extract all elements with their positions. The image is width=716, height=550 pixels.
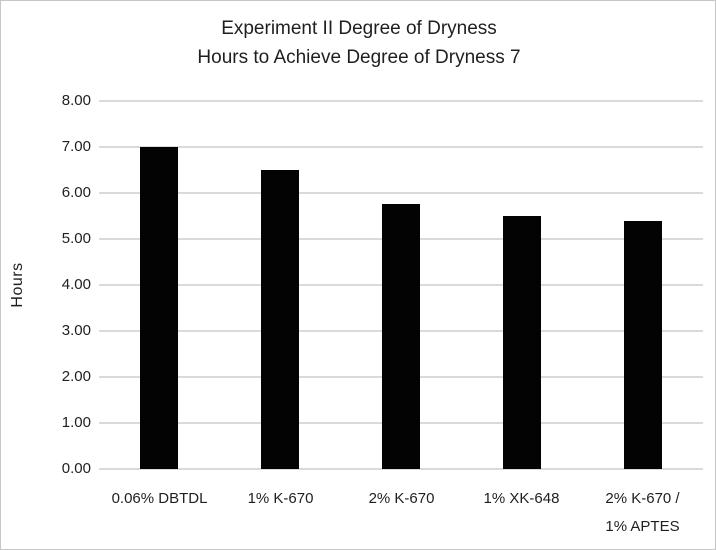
x-tick-label: 0.06% DBTDL	[111, 490, 208, 507]
gridline	[99, 468, 703, 470]
x-tick-label: 1% K-670	[247, 490, 314, 507]
y-tick-label: 4.00	[61, 276, 91, 293]
y-tick-label: 5.00	[61, 230, 91, 247]
gridline	[99, 146, 703, 148]
gridline	[99, 192, 703, 194]
plot-area	[99, 100, 703, 470]
y-tick-label: 8.00	[61, 92, 91, 109]
y-tick-label: 7.00	[61, 138, 91, 155]
y-tick-label: 3.00	[61, 322, 91, 339]
x-tick-label: 1% XK-648	[483, 490, 560, 507]
bar-2%-k-670-/-1%-aptes	[624, 221, 662, 469]
y-tick-label: 1.00	[61, 414, 91, 431]
bar-0.06%-dbtdl	[140, 147, 178, 469]
x-tick-label: 2% K-670	[368, 490, 435, 507]
chart-title: Experiment II Degree of Dryness Hours to…	[1, 14, 715, 72]
bar-1%-xk-648	[503, 216, 541, 469]
gridline	[99, 100, 703, 102]
chart-title-line-1: Experiment II Degree of Dryness	[221, 18, 497, 39]
x-tick-label: 2% K-670 / 1% APTES	[605, 490, 680, 535]
bar-1%-k-670	[261, 170, 299, 469]
y-tick-label: 6.00	[61, 184, 91, 201]
chart-title-line-2: Hours to Achieve Degree of Dryness 7	[197, 47, 521, 68]
y-tick-label: 2.00	[61, 368, 91, 385]
y-tick-label: 0.00	[61, 460, 91, 477]
bar-2%-k-670	[382, 204, 420, 469]
